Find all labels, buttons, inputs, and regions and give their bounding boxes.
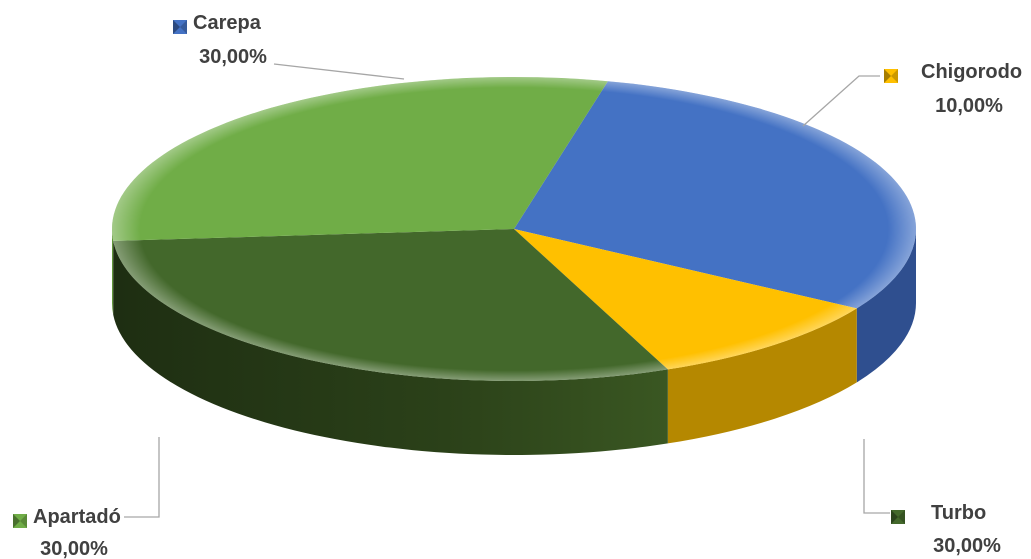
marker-shade-carepa [173,20,180,34]
pie-rim-highlight [112,77,916,381]
pie-label-layer: Carepa 30,00% Chigorodo 10,00% Turbo 30,00% Ap… [13,12,1022,559]
leader-line-apartado [124,437,160,518]
leader-line-carepa [273,63,405,80]
marker-carepa [173,20,187,34]
label-name-apartado: Apartadó [33,506,121,528]
leader-line-turbo [863,439,890,514]
marker-apartado [13,514,27,528]
leader-line-chigorodo [802,75,880,127]
marker-shade-turbo [891,510,898,524]
marker-shade2-carepa [180,20,187,34]
slice-side-turbo [113,240,668,455]
label-name-turbo: Turbo [931,502,986,524]
marker-turbo [891,510,905,524]
label-name-chigorodo: Chigorodo [921,61,1022,83]
label-value-turbo: 30,00% [933,535,1001,557]
marker-chigorodo [884,69,898,83]
slice-side-carepa [856,229,916,383]
label-value-carepa: 30,00% [199,46,267,68]
label-value-apartado: 30,00% [40,538,108,559]
pie-top-layer [111,77,916,382]
label-name-carepa: Carepa [193,12,262,34]
pie-side-layer [112,229,916,455]
marker-shade-chigorodo [884,69,891,83]
marker-shade2-chigorodo [891,69,898,83]
marker-shade2-turbo [898,510,905,524]
marker-shade2-apartado [20,514,27,528]
slice-side-chigorodo [667,308,857,444]
marker-shade-apartado [13,514,20,528]
label-value-chigorodo: 10,00% [935,95,1003,117]
slice-side-apartado [112,229,114,315]
